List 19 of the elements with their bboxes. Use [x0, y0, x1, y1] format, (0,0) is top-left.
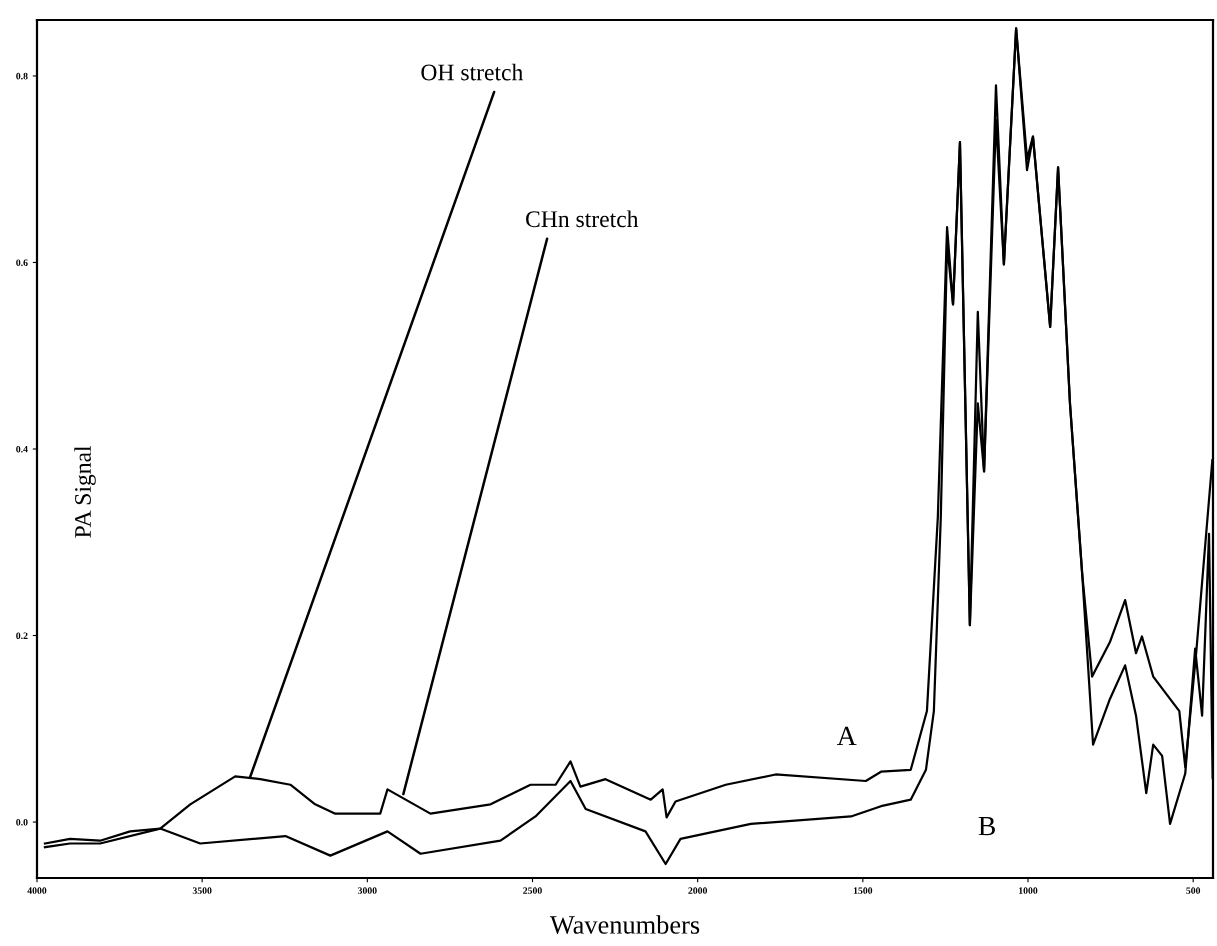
x-tick-label: 1500 — [853, 887, 873, 894]
annotation: OH stretch — [421, 63, 524, 81]
x-axis-title: Wavenumbers — [549, 915, 700, 934]
x-tick-label: 2000 — [688, 887, 708, 894]
y-axis-title: PA Signal — [74, 445, 96, 538]
series-label: A — [836, 726, 857, 746]
x-tick-label: 2500 — [523, 887, 542, 894]
annotation: CHn stretch — [526, 210, 639, 228]
y-tick-label: 0.2 — [16, 632, 28, 640]
x-tick-label: 4000 — [27, 887, 47, 894]
text: B — [978, 816, 995, 836]
x-tick-label: 3500 — [192, 887, 212, 894]
x-tick-label: 3000 — [357, 887, 377, 894]
y-tick-label: 0.6 — [16, 259, 28, 266]
y-tick-label: 0.0 — [16, 818, 28, 826]
x-tick-label: 500 — [1186, 887, 1201, 894]
x-tick-label: 1000 — [1019, 887, 1038, 894]
y-tick-label: 0.4 — [16, 445, 28, 453]
y-tick-label: 0.8 — [16, 72, 28, 80]
